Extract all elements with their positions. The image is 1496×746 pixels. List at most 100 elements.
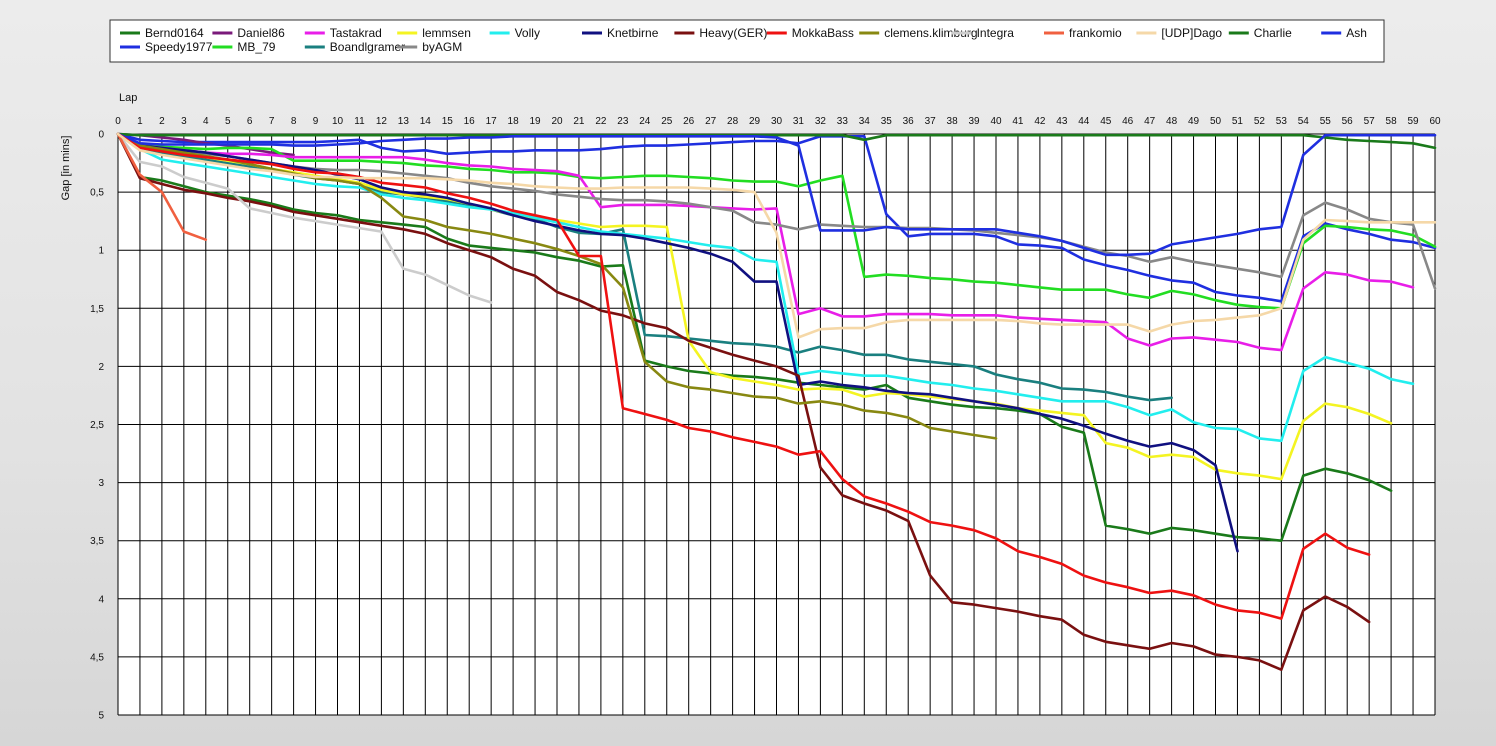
- legend-label: Charlie: [1254, 26, 1292, 40]
- x-tick-label: 35: [881, 116, 893, 127]
- x-tick-label: 7: [269, 116, 275, 127]
- x-tick-label: 27: [705, 116, 717, 127]
- x-tick-label: 47: [1144, 116, 1156, 127]
- x-tick-label: 43: [1056, 116, 1068, 127]
- y-tick-label: 3,5: [90, 536, 104, 547]
- legend-box: [109, 19, 1385, 63]
- legend-label: Volly: [515, 26, 540, 40]
- x-tick-label: 32: [815, 116, 827, 127]
- x-tick-label: 22: [595, 116, 607, 127]
- x-tick-label: 11: [354, 116, 365, 127]
- legend-label: lemmsen: [422, 26, 471, 40]
- y-tick-label: 3: [98, 478, 104, 489]
- x-tick-label: 33: [837, 116, 849, 127]
- series-line: [116, 132, 1437, 339]
- x-tick-label: 17: [486, 116, 498, 127]
- x-tick-label: 1: [137, 116, 143, 127]
- legend-label: Heavy(GER): [699, 26, 767, 40]
- x-tick-label: 14: [420, 116, 432, 127]
- series-lines: [116, 132, 1437, 672]
- y-tick-label: 1,5: [90, 304, 104, 315]
- legend-label: Ash: [1346, 26, 1367, 40]
- x-tick-label: 55: [1320, 116, 1332, 127]
- x-tick-label: 12: [376, 116, 388, 127]
- x-tick-label: 31: [793, 116, 805, 127]
- y-tick-label: 4: [98, 594, 104, 605]
- x-tick-label: 26: [683, 116, 695, 127]
- x-tick-label: 2: [159, 116, 165, 127]
- y-tick-label: 4,5: [90, 652, 104, 663]
- series-line: [116, 132, 208, 241]
- x-tick-label: 0: [115, 116, 121, 127]
- legend-label: MokkaBass: [792, 26, 854, 40]
- x-tick-label: 10: [332, 116, 344, 127]
- y-axis-title: Gap [in mins]: [60, 136, 72, 201]
- x-tick-label: 23: [617, 116, 629, 127]
- legend-label: Integra: [977, 26, 1015, 40]
- legend-label: MB_79: [237, 40, 275, 54]
- x-tick-label: 20: [551, 116, 563, 127]
- series-line: [116, 132, 1415, 352]
- x-tick-label: 19: [529, 116, 541, 127]
- x-tick-label: 38: [947, 116, 959, 127]
- y-tick-label: 1: [98, 246, 104, 257]
- x-tick-label: 5: [225, 116, 231, 127]
- x-tick-label: 60: [1429, 116, 1441, 127]
- x-tick-label: 40: [990, 116, 1002, 127]
- series-line: [116, 132, 1437, 303]
- x-tick-label: 21: [573, 116, 585, 127]
- x-tick-label: 13: [398, 116, 410, 127]
- x-tick-label: 29: [749, 116, 761, 127]
- x-tick-label: 42: [1034, 116, 1046, 127]
- x-tick-label: 18: [508, 116, 520, 127]
- x-tick-label: 28: [727, 116, 739, 127]
- y-tick-labels: 0 0,5 1 1,5 2 2,5 3 3,5 4 4,5 5: [90, 130, 104, 722]
- legend-label: [UDP]Dago: [1161, 26, 1222, 40]
- x-tick-label: 56: [1342, 116, 1354, 127]
- series-line: [116, 132, 1393, 543]
- series-line: [116, 132, 1437, 257]
- legend-label: clemens.klimburg: [884, 26, 977, 40]
- legend: Bernd0164 Daniel86 Tastakrad lemmsen Volly Kn…: [120, 26, 1367, 54]
- x-tick-label: 24: [639, 116, 651, 127]
- x-tick-label: 9: [313, 116, 319, 127]
- series-line: [116, 132, 1437, 310]
- x-tick-label: 44: [1078, 116, 1090, 127]
- legend-label: byAGM: [422, 40, 462, 54]
- legend-label: Boandlgramer: [330, 40, 405, 54]
- series-line: [116, 132, 493, 304]
- x-tick-label: 48: [1166, 116, 1178, 127]
- x-tick-label: 8: [291, 116, 297, 127]
- x-tick-label: 39: [968, 116, 980, 127]
- x-tick-label: 58: [1386, 116, 1398, 127]
- series-line: [116, 132, 1415, 443]
- y-tick-label: 0,5: [90, 188, 104, 199]
- x-tick-label: 46: [1122, 116, 1134, 127]
- series-line: [116, 132, 1437, 290]
- series-line: [116, 132, 1437, 150]
- x-tick-label: 57: [1364, 116, 1376, 127]
- legend-label: Knetbirne: [607, 26, 659, 40]
- x-tick-label: 3: [181, 116, 187, 127]
- legend-label: Daniel86: [237, 26, 285, 40]
- legend-label: Bernd0164: [145, 26, 204, 40]
- x-tick-label: 59: [1407, 116, 1419, 127]
- x-tick-label: 54: [1298, 116, 1310, 127]
- x-tick-label: 25: [661, 116, 673, 127]
- x-tick-label: 15: [442, 116, 454, 127]
- x-tick-label: 16: [464, 116, 476, 127]
- legend-label: frankomio: [1069, 26, 1122, 40]
- x-tick-label: 6: [247, 116, 253, 127]
- series-line: [116, 132, 998, 440]
- x-tick-label: 36: [903, 116, 915, 127]
- x-tick-label: 37: [925, 116, 937, 127]
- x-tick-labels: 0 1 2 3 4 5 6 7 8 9 10 11 12 13 14 15 16 17 18 19 20 21 22 23 24…: [115, 116, 1441, 127]
- series-line: [116, 132, 1371, 620]
- x-tick-label: 53: [1276, 116, 1288, 127]
- x-tick-label: 52: [1254, 116, 1266, 127]
- series-line: [116, 132, 1239, 553]
- x-tick-label: 51: [1232, 116, 1244, 127]
- y-tick-label: 2,5: [90, 420, 104, 431]
- y-tick-label: 0: [98, 130, 104, 141]
